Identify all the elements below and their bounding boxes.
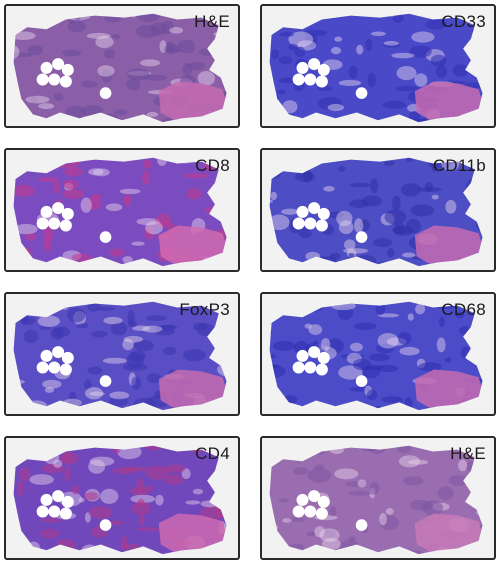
core-hole [355,231,368,243]
core-hole [40,349,53,362]
core-hole [40,61,53,74]
panel-he-1: H&E [4,4,240,128]
core-hole [36,361,49,374]
core-hole [52,202,65,215]
core-hole [296,205,309,218]
stain-label: CD33 [441,12,486,31]
stroma-region [414,81,483,121]
core-hole [99,375,112,387]
core-hole [317,63,330,76]
panel-cd33: CD33 [260,4,496,128]
panel-cd68: CD68 [260,292,496,416]
core-hole [52,490,65,503]
core-hole [355,87,368,99]
tissue-image [13,301,227,411]
core-hole [36,217,49,230]
core-hole [99,87,112,99]
core-hole [292,505,305,518]
core-hole [315,219,328,232]
panel-cd8: CD8 [4,148,240,272]
stain-label: H&E [450,444,486,463]
stain-label: CD4 [195,444,230,463]
core-hole [308,202,321,215]
core-hole [61,495,74,508]
stain-label: CD68 [441,300,486,319]
core-hole [36,505,49,518]
stain-label: CD8 [195,156,230,175]
stroma-region [414,225,483,265]
panel-cd11b: CD11b [260,148,496,272]
core-hole [52,346,65,359]
core-hole [292,361,305,374]
core-hole [40,493,53,506]
panel-cd4: CD4 [4,436,240,560]
stain-label: CD11b [432,156,486,175]
core-hole [292,73,305,86]
core-hole [315,75,328,88]
core-hole [296,349,309,362]
core-hole [59,219,72,232]
stroma-region [414,513,483,553]
core-hole [36,73,49,86]
core-hole [308,58,321,71]
tissue-image [13,157,227,267]
core-hole [308,490,321,503]
core-hole [315,363,328,376]
panel-he-2: H&E [260,436,496,560]
core-hole [40,205,53,218]
core-hole [317,495,330,508]
core-hole [52,58,65,71]
stroma-region [158,81,227,121]
core-hole [292,217,305,230]
core-hole [304,217,317,230]
core-hole [59,507,72,520]
core-hole [355,519,368,531]
panel-foxp3: FoxP3 [4,292,240,416]
core-hole [296,61,309,74]
core-hole [59,363,72,376]
core-hole [296,493,309,506]
core-hole [304,73,317,86]
core-hole [99,519,112,531]
core-hole [317,351,330,364]
core-hole [59,75,72,88]
core-hole [61,63,74,76]
core-hole [48,361,61,374]
core-hole [308,346,321,359]
stain-label: FoxP3 [179,300,230,319]
tissue-image [13,13,227,123]
core-hole [317,207,330,220]
core-hole [48,217,61,230]
core-hole [61,207,74,220]
stroma-region [414,369,483,409]
core-hole [48,505,61,518]
core-hole [315,507,328,520]
core-hole [355,375,368,387]
stroma-region [158,225,227,265]
tissue-image [13,445,227,555]
tissue-image [269,445,483,555]
tissue-texture [13,445,227,555]
core-hole [48,73,61,86]
tissue-image [269,13,483,123]
stroma-region [158,369,227,409]
tissue-image [269,301,483,411]
core-hole [61,351,74,364]
stain-label: H&E [194,12,230,31]
core-hole [304,361,317,374]
tissue-image [269,157,483,267]
stroma-region [158,513,227,553]
core-hole [304,505,317,518]
core-hole [99,231,112,243]
